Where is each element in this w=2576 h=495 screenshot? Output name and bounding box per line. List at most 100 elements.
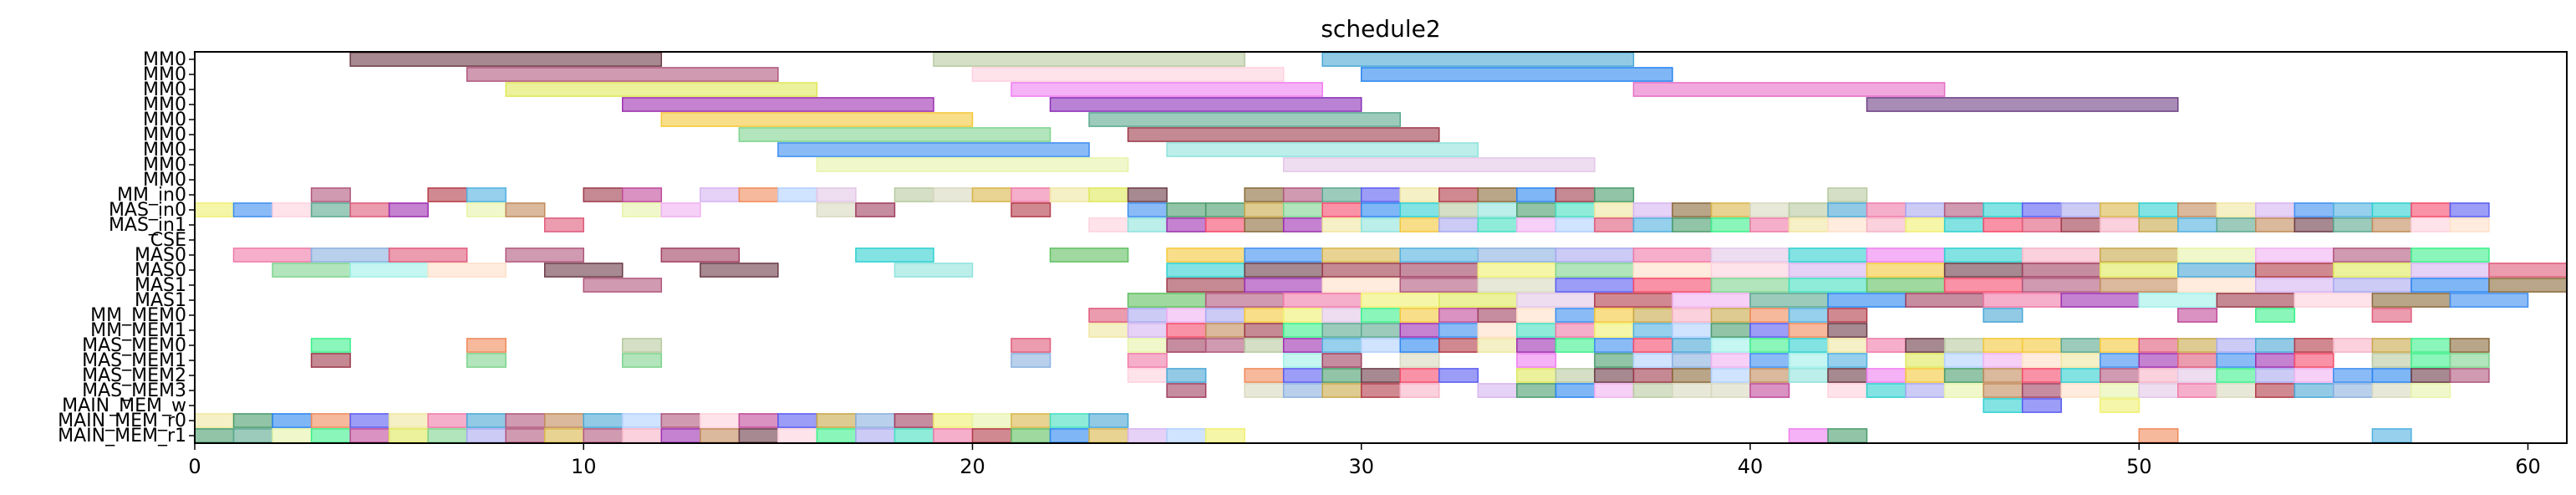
task-bar	[1827, 368, 1868, 383]
task-bar	[1710, 278, 1790, 293]
task-bar	[1244, 278, 1323, 293]
task-bar	[2021, 202, 2062, 217]
task-bar	[2371, 308, 2412, 323]
task-bar	[1166, 202, 1207, 217]
task-bar	[2333, 202, 2374, 217]
task-bar	[1943, 368, 1984, 383]
task-bar	[1282, 293, 1362, 308]
task-bar	[1399, 217, 1440, 232]
task-bar	[427, 263, 507, 278]
task-bar	[2293, 368, 2334, 383]
y-tick-label: MM0	[143, 49, 186, 70]
task-bar	[1749, 368, 1790, 383]
task-bar	[1983, 293, 2062, 308]
task-bar	[310, 428, 351, 443]
task-bar	[1244, 248, 1323, 263]
task-bar	[2177, 338, 2218, 353]
task-bar	[2177, 308, 2218, 323]
task-bar	[1127, 428, 1168, 443]
task-bar	[1438, 217, 1479, 232]
task-bar	[893, 428, 934, 443]
task-bar	[1827, 428, 1868, 443]
task-bar	[622, 353, 663, 368]
task-bar	[1360, 383, 1402, 398]
task-bar	[1321, 323, 1362, 338]
task-bar	[1049, 97, 1362, 112]
task-bar	[310, 353, 351, 368]
task-bar	[660, 202, 701, 217]
task-bar	[466, 202, 507, 217]
task-bar	[2411, 383, 2451, 398]
task-bar	[2371, 428, 2412, 443]
task-bar	[1204, 217, 1245, 232]
task-bar	[1866, 202, 1907, 217]
task-bar	[232, 413, 273, 428]
task-bar	[1011, 187, 1051, 202]
task-bar	[2099, 263, 2179, 278]
task-bar	[1516, 383, 1557, 398]
task-bar	[583, 428, 624, 443]
task-bar	[1204, 323, 1245, 338]
task-bar	[1166, 428, 1207, 443]
task-bar	[1438, 368, 1479, 383]
task-bar	[1555, 187, 1596, 202]
task-bar	[1516, 368, 1557, 383]
task-bar	[1399, 383, 1440, 398]
task-bar	[1477, 323, 1518, 338]
task-bar	[855, 248, 934, 263]
task-bar	[1244, 338, 1285, 353]
task-bar	[466, 428, 507, 443]
task-bar	[1438, 323, 1479, 338]
task-bar	[2411, 202, 2451, 217]
task-bar	[2021, 383, 2062, 398]
task-bar	[2138, 217, 2179, 232]
task-bar	[1438, 202, 1479, 217]
task-bar	[1049, 248, 1129, 263]
task-bar	[349, 413, 390, 428]
x-tick-label: 30	[1348, 455, 1374, 478]
task-bar	[2177, 278, 2257, 293]
task-bar	[1983, 202, 2024, 217]
task-bar	[1399, 202, 1440, 217]
task-bar	[1011, 413, 1051, 428]
task-bar	[1672, 217, 1713, 232]
task-bar	[1244, 323, 1285, 338]
task-bar	[1088, 217, 1129, 232]
task-bar	[1516, 338, 1557, 353]
y-tick-label: MM0	[143, 140, 186, 161]
y-tick-label: MAS0	[135, 260, 186, 281]
task-bar	[1943, 263, 2024, 278]
task-bar	[1321, 308, 1362, 323]
task-bar	[1555, 217, 1596, 232]
task-bar	[2411, 353, 2451, 368]
task-bar	[1049, 187, 1090, 202]
task-bar	[700, 428, 741, 443]
task-bar	[1244, 187, 1285, 202]
task-bar	[2255, 383, 2296, 398]
task-bar	[388, 248, 468, 263]
task-bar	[2177, 217, 2218, 232]
task-bar	[1788, 263, 1868, 278]
x-axis-ticks: 0 10 20 30 40 50 60	[188, 443, 2541, 478]
task-bar	[232, 202, 273, 217]
task-bar	[1204, 308, 1245, 323]
task-bar	[2021, 217, 2062, 232]
task-bar	[1399, 368, 1440, 383]
plot-frame	[194, 51, 2568, 444]
y-tick-label: MAS_in1	[109, 215, 186, 236]
task-bar	[1710, 202, 1751, 217]
task-bar	[1516, 187, 1557, 202]
task-bar	[1594, 187, 1635, 202]
task-bar	[2099, 338, 2140, 353]
task-bar	[1516, 217, 1557, 232]
task-bar	[1710, 323, 1751, 338]
bar-layer	[194, 52, 2568, 443]
task-bar	[349, 428, 390, 443]
task-bar	[855, 413, 896, 428]
task-bar	[660, 248, 741, 263]
task-bar	[622, 428, 663, 443]
x-tick-label: 60	[2515, 455, 2541, 478]
task-bar	[2449, 353, 2490, 368]
task-bar	[1011, 82, 1323, 97]
